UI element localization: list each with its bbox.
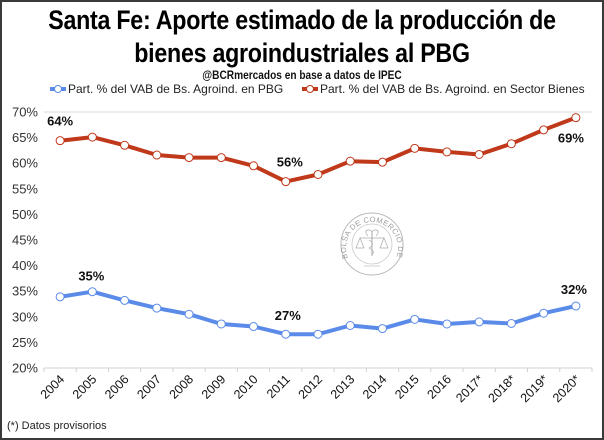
legend-marker-icon xyxy=(54,85,62,93)
chart-title: Santa Fe: Aporte estimado de la producci… xyxy=(42,4,561,70)
series-1-point xyxy=(474,317,484,327)
y-tick-label: 55% xyxy=(12,181,38,196)
series-1-point xyxy=(313,329,323,339)
y-tick-label: 60% xyxy=(12,156,38,171)
series-2-point xyxy=(506,139,516,149)
y-tick-label: 70% xyxy=(12,105,38,120)
y-tick-label: 30% xyxy=(12,309,38,324)
series-2-point xyxy=(377,157,387,167)
axes: 20%25%30%35%40%45%50%55%60%65%70%2004 200… xyxy=(12,105,593,405)
series-1-point xyxy=(345,321,355,331)
series-1-point xyxy=(216,319,226,329)
chart-subtitle: @BCRmercados en base a datos de IPEC xyxy=(202,70,402,82)
series-1-point xyxy=(120,295,130,305)
series-2-point xyxy=(216,153,226,163)
data-label: 27% xyxy=(275,308,301,323)
series-2-point xyxy=(442,147,452,157)
series-1-point xyxy=(152,303,162,313)
series-2-point xyxy=(249,161,259,171)
series-2-point xyxy=(345,156,355,166)
legend-item-2: Part. % del VAB de Bs. Agroind. en Secto… xyxy=(302,82,585,96)
series-2-point xyxy=(313,169,323,179)
series-line-1 xyxy=(59,289,577,337)
x-tick-label: 2011 xyxy=(264,372,293,401)
footnote: (*) Datos provisorios xyxy=(7,420,107,432)
series-2-point xyxy=(571,113,581,123)
data-label: 64% xyxy=(47,114,73,129)
series-2-point xyxy=(281,177,291,187)
series-1-point xyxy=(87,287,97,297)
series-2-point xyxy=(152,150,162,160)
x-tick-label: 2013 xyxy=(328,372,358,402)
seal-outer-ring xyxy=(340,212,404,276)
x-tick-label: 2010 xyxy=(231,372,261,402)
x-tick-label: 2019* xyxy=(518,372,551,405)
series-1-point xyxy=(539,308,549,318)
x-tick-label: 2020* xyxy=(550,372,583,405)
data-label: 32% xyxy=(561,282,587,297)
series-2-point xyxy=(55,136,65,146)
y-tick-label: 40% xyxy=(12,258,38,273)
seal-text: BOLSA DE COMERCIO DE ROSARIO xyxy=(0,0,405,260)
seal-inner-ring xyxy=(351,223,393,265)
series-1-point xyxy=(506,318,516,328)
y-tick-label: 35% xyxy=(12,284,38,299)
series-group xyxy=(55,113,581,339)
x-tick-label: 2017* xyxy=(453,372,486,405)
series-2-point xyxy=(410,143,420,153)
series-1-point xyxy=(410,314,420,324)
seal-serpent xyxy=(368,239,374,255)
series-1-point xyxy=(281,329,291,339)
legend-label: Part. % del VAB de Bs. Agroind. en Secto… xyxy=(320,82,585,96)
series-2-point xyxy=(87,132,97,142)
x-tick-label: 2012 xyxy=(296,372,326,402)
x-tick-label: 2006 xyxy=(102,372,132,402)
data-label: 56% xyxy=(277,155,303,170)
legend-item-1: Part. % del VAB de Bs. Agroind. en PBG xyxy=(50,82,283,96)
data-label: 35% xyxy=(78,269,104,284)
series-1-point xyxy=(249,322,259,332)
series-2-point xyxy=(539,125,549,135)
series-2-point xyxy=(474,149,484,159)
series-1-point xyxy=(571,301,581,311)
series-1-point xyxy=(55,292,65,302)
x-tick-label: 2005 xyxy=(70,372,100,402)
x-tick-label: 2015 xyxy=(392,372,422,402)
series-1-point xyxy=(184,309,194,319)
series-1-point xyxy=(377,324,387,334)
y-tick-label: 65% xyxy=(12,130,38,145)
data-labels: 35% 27% 32% 64% 56% 69% xyxy=(47,114,587,324)
y-tick-label: 50% xyxy=(12,207,38,222)
x-tick-label: 2009 xyxy=(199,372,229,402)
x-tick-label: 2016 xyxy=(424,372,454,402)
x-tick-label: 2014 xyxy=(360,372,390,402)
series-2-point xyxy=(120,140,130,150)
chart-title-line-2: bienes agroindustriales al PBG xyxy=(134,38,470,68)
y-tick-label: 20% xyxy=(12,361,38,376)
chart-title-line-1: Santa Fe: Aporte estimado de la producci… xyxy=(48,5,556,35)
y-tick-label: 25% xyxy=(12,335,38,350)
seal-scale-pan-left xyxy=(355,237,365,249)
y-tick-label: 45% xyxy=(12,233,38,248)
seal-wings xyxy=(365,229,379,237)
x-tick-label: 2007 xyxy=(134,372,164,402)
series-1-point xyxy=(442,319,452,329)
series-2-point xyxy=(184,153,194,163)
legend: Part. % del VAB de Bs. Agroind. en PBG Pa… xyxy=(50,82,585,96)
x-tick-label: 2008 xyxy=(167,372,197,402)
seal-scale-pan-right xyxy=(379,237,389,249)
legend-marker-icon xyxy=(306,85,314,93)
x-tick-label: 2004 xyxy=(38,372,68,402)
legend-label: Part. % del VAB de Bs. Agroind. en PBG xyxy=(68,82,283,96)
x-tick-label: 2018* xyxy=(486,372,519,405)
data-label: 69% xyxy=(558,131,584,146)
